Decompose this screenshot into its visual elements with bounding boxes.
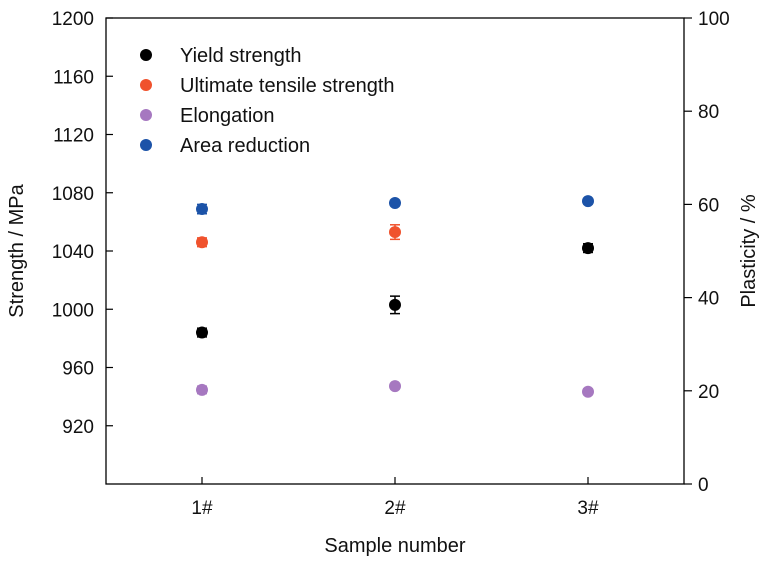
right-tick-label: 20: [698, 382, 719, 403]
legend-label: Yield strength: [180, 45, 302, 67]
data-point: [196, 203, 208, 216]
data-point: [389, 197, 401, 210]
left-tick-label: 1000: [52, 300, 94, 321]
data-point: [389, 298, 401, 311]
left-tick-label: 1200: [52, 9, 94, 30]
right-tick-label: 40: [698, 289, 719, 310]
data-point: [196, 326, 208, 339]
legend-marker: [140, 109, 152, 121]
data-point: [196, 383, 208, 396]
legend-marker: [140, 79, 152, 91]
data-point: [582, 195, 594, 208]
right-tick-label: 0: [698, 475, 709, 496]
data-point: [582, 242, 594, 255]
right-axis: 0 20 40 60 80 100: [684, 9, 730, 496]
data-marks: [196, 195, 594, 398]
x-tick-label: 1#: [191, 498, 213, 519]
data-point: [582, 385, 594, 398]
right-tick-label: 80: [698, 102, 719, 123]
right-tick-label: 60: [698, 195, 719, 216]
y-axis-label: Strength / MPa: [6, 183, 28, 317]
legend-label: Elongation: [180, 105, 275, 127]
legend: Yield strength Ultimate tensile strength E…: [140, 45, 395, 157]
x-axis-label: Sample number: [324, 535, 466, 557]
right-tick-label: 100: [698, 9, 730, 30]
y2-axis-label: Plasticity / %: [738, 194, 760, 308]
left-tick-label: 1120: [53, 126, 94, 147]
legend-marker: [140, 139, 152, 151]
data-point: [389, 226, 401, 239]
left-tick-label: 1040: [52, 242, 94, 263]
legend-label: Ultimate tensile strength: [180, 75, 395, 97]
data-point: [389, 380, 401, 393]
x-axis: 1# 2# 3#: [191, 477, 599, 519]
x-tick-label: 3#: [577, 498, 599, 519]
legend-marker: [140, 49, 152, 61]
left-tick-label: 920: [62, 417, 94, 438]
x-tick-label: 2#: [384, 498, 406, 519]
left-tick-label: 1160: [53, 67, 94, 88]
legend-label: Area reduction: [180, 135, 310, 157]
data-point: [196, 236, 208, 249]
left-tick-label: 960: [62, 359, 94, 380]
left-tick-label: 1080: [52, 184, 94, 205]
left-axis: 920 960 1000 1040 1080 1120 1160 1200: [52, 9, 113, 438]
